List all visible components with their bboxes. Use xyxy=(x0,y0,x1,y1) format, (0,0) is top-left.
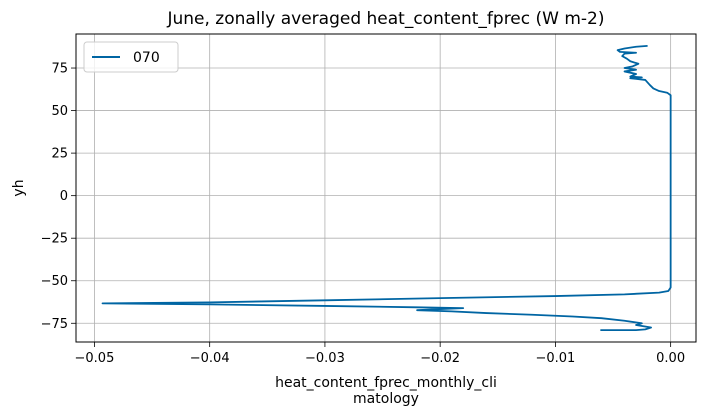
x-tick-label: 0.00 xyxy=(656,351,685,366)
y-tick-label: −75 xyxy=(41,317,68,332)
y-axis: −75 −50 −25 0 25 50 75 xyxy=(41,62,76,332)
plot-frame xyxy=(75,33,697,343)
series-layer xyxy=(101,45,672,331)
y-tick-label: −25 xyxy=(41,232,68,247)
x-tick-label: −0.02 xyxy=(420,351,460,366)
chart-title: June, zonally averaged heat_content_fpre… xyxy=(166,9,604,29)
x-tick-label: −0.04 xyxy=(190,351,230,366)
y-tick-label: 50 xyxy=(51,104,68,119)
y-tick-label: 75 xyxy=(51,62,68,77)
x-axis-label-line-1: heat_content_fprec_monthly_cli xyxy=(275,375,497,391)
legend-label: 070 xyxy=(133,50,160,66)
x-tick-label: −0.03 xyxy=(305,351,345,366)
y-tick-label: −50 xyxy=(41,274,68,289)
x-axis-label-line-2: matology xyxy=(353,391,419,407)
y-axis-label: yh xyxy=(11,179,27,196)
y-tick-label: 0 xyxy=(60,189,68,204)
x-axis: −0.05 −0.04 −0.03 −0.02 −0.01 0.00 xyxy=(75,342,685,366)
y-tick-label: 25 xyxy=(51,147,68,162)
series-line xyxy=(101,45,672,331)
x-tick-label: −0.01 xyxy=(535,351,575,366)
legend-box xyxy=(83,41,179,73)
x-tick-label: −0.05 xyxy=(75,351,115,366)
grid xyxy=(76,34,696,342)
legend: 070 xyxy=(83,41,179,73)
